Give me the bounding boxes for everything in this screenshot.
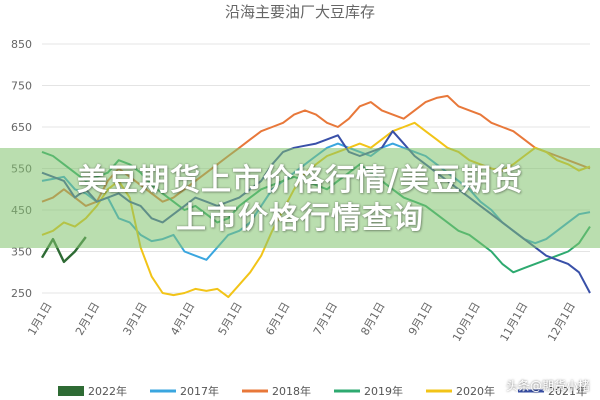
legend-label: 2022年 (88, 384, 127, 398)
x-tick-label: 6月1日 (263, 300, 292, 338)
x-tick-label: 4月1日 (168, 300, 197, 338)
chart-title: 沿海主要油厂大豆库存 (225, 3, 375, 21)
legend-swatch (58, 386, 84, 396)
y-tick-label: 250 (11, 287, 32, 300)
x-tick-label: 10月1日 (450, 300, 483, 344)
legend-label: 2020年 (456, 384, 495, 398)
legend-label: 2017年 (180, 384, 219, 398)
x-tick-label: 9月1日 (406, 300, 435, 338)
y-tick-label: 750 (11, 80, 32, 93)
x-tick-label: 1月1日 (25, 300, 54, 338)
legend: 2022年 2017年 2018年 2019年 2020年 2021年 (58, 384, 587, 398)
banner-headline-line1: 美豆期货上市价格行情/美豆期货 (77, 163, 523, 198)
y-tick-label: 350 (11, 246, 32, 259)
y-tick-label: 850 (11, 38, 32, 51)
watermark: 头条@期货小楮 (505, 379, 590, 393)
x-tick-label: 2月1日 (73, 300, 102, 338)
x-tick-label: 8月1日 (358, 300, 387, 338)
x-tick-label: 11月1日 (498, 300, 531, 344)
y-tick-label: 650 (11, 121, 32, 134)
overlay-banner (0, 148, 600, 248)
x-tick-label: 3月1日 (120, 300, 149, 338)
banner-headline-line2: 上市价格行情查询 (176, 201, 424, 236)
legend-label: 2019年 (364, 384, 403, 398)
x-tick-label: 7月1日 (311, 300, 340, 338)
x-axis-ticks: 1月1日 2月1日 3月1日 4月1日 5月1日 6月1日 7月1日 8月1日 9月1日 10月1… (25, 300, 578, 344)
legend-label: 2018年 (272, 384, 311, 398)
x-tick-label: 12月1日 (545, 300, 578, 344)
legend-label: 2021年 (548, 384, 587, 398)
x-tick-label: 5月1日 (216, 300, 245, 338)
